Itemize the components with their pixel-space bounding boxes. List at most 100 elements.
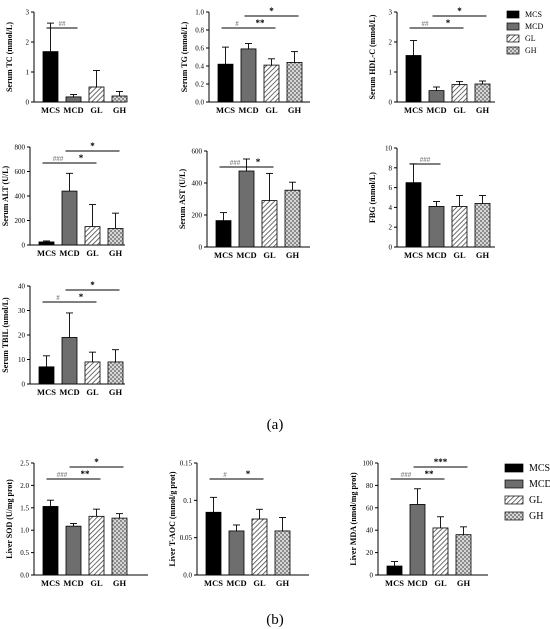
significance-label: * (79, 153, 84, 163)
bar-gl (432, 527, 449, 576)
y-tick-label: 0.8 (195, 27, 204, 35)
x-tick-label: GL (86, 387, 99, 397)
x-tick-label: MCS (404, 105, 423, 115)
bar-gh (111, 95, 128, 103)
x-tick-label: MCD (59, 387, 79, 397)
chart-3: 0 1 2 3 MCS MCD GL GH ## * * Serum HDL-C (mmol/L) (368, 6, 495, 115)
y-tick-label: 0.2 (195, 81, 204, 89)
y-tick-label: 800 (15, 144, 26, 152)
significance-label: ### (401, 471, 412, 479)
y-tick-label: 2 (389, 39, 393, 47)
y-tick-label: 4 (389, 204, 393, 212)
bar-mcd (228, 530, 245, 576)
y-tick-label: 20 (366, 549, 374, 557)
y-tick-label: 3 (389, 9, 393, 17)
bar-gl (261, 200, 278, 248)
bar-mcd (61, 337, 78, 385)
bar-gh (274, 530, 291, 576)
bar-gl (263, 64, 280, 103)
bar-gh (474, 83, 491, 103)
y-tick-label: 0 (370, 572, 374, 580)
y-axis-label: Serum TBIL (umol/L) (1, 297, 10, 373)
chart-5: 0 200 400 600 MCS MCD GL GH ### * Serum AST (U/L) (178, 148, 310, 260)
y-tick-label: 0 (389, 99, 393, 107)
y-axis-label: Serum TG (mmol/L) (180, 21, 189, 92)
y-axis-label: Serum ALT (U/L) (1, 165, 10, 226)
bar-mcd (240, 48, 257, 103)
x-tick-label: MCS (37, 387, 56, 397)
bar-mcd (65, 96, 82, 103)
significance-label: ** (425, 469, 435, 479)
chart-6: 0 2 4 6 8 10 MCS MCD GL GH ### FBG (mmol/L) (368, 145, 495, 260)
y-axis-label: Liver SOD (U/mg prot) (5, 479, 14, 559)
y-tick-label: 2.5 (20, 460, 29, 468)
legend-label-mcd: MCD (529, 479, 550, 490)
y-tick-label: 2 (26, 39, 30, 47)
significance-label: ## (422, 20, 430, 28)
chart-1: 0 1 2 3 MCS MCD GL GH ## Serum TC (mmol/L) (5, 9, 128, 115)
significance-label: ### (53, 155, 64, 163)
y-tick-label: 8 (389, 164, 393, 172)
significance-label: # (235, 20, 239, 28)
legend-label-mcs: MCS (529, 463, 550, 474)
chart-8: 0.0 0.5 1.0 1.5 2.0 2.5 MCS MCD GL GH ### *** Liver … (5, 457, 148, 588)
legend-a: MCS MCD GL GH (506, 10, 543, 55)
bar-mcs (215, 220, 232, 248)
y-axis-label: Serum HDL-C (mmol/L) (368, 14, 377, 99)
x-tick-label: GH (457, 578, 471, 588)
significance-label: *** (434, 457, 448, 467)
bar-gh (284, 189, 301, 248)
y-tick-label: 6 (389, 184, 393, 192)
y-tick-label: 0 (22, 381, 26, 389)
bar-mcd (409, 504, 426, 576)
significance-label: ** (256, 18, 266, 28)
x-tick-label: MCD (407, 578, 427, 588)
legend-label-mcs: MCS (525, 10, 542, 19)
significance-label: * (79, 292, 84, 302)
x-tick-label: MCD (226, 578, 246, 588)
significance-label: * (446, 18, 451, 28)
y-tick-label: 0.1 (183, 497, 192, 505)
bar-gh (474, 203, 491, 248)
bar-mcs (38, 366, 55, 385)
y-tick-label: 3 (26, 9, 30, 17)
significance-label: * (246, 469, 251, 479)
y-tick-label: 1.5 (20, 504, 29, 512)
x-tick-label: MCD (426, 250, 446, 260)
y-tick-label: 400 (192, 180, 203, 188)
y-tick-label: 0.0 (195, 99, 204, 107)
x-tick-label: GH (476, 105, 490, 115)
x-tick-label: GH (113, 105, 127, 115)
legend-label-gl: GL (529, 495, 542, 506)
bar-mcs (386, 565, 403, 576)
bar-gh (107, 228, 124, 246)
x-tick-label: GL (453, 105, 466, 115)
y-tick-label: 20 (18, 332, 26, 340)
x-tick-label: GL (453, 250, 466, 260)
bar-mcd (61, 190, 78, 246)
x-tick-label: MCS (404, 250, 423, 260)
chart-9: 0.0 0.05 0.1 0.15 MCS MCD GL GH # * Liver T-AOC (m… (168, 460, 309, 588)
significance-label: * (256, 157, 261, 167)
bar-mcs (42, 506, 59, 576)
panel-label-a: (a) (267, 417, 284, 433)
legend-swatch-gl (506, 34, 520, 43)
significance-label: # (223, 471, 227, 479)
y-tick-label: 0 (199, 244, 203, 252)
y-tick-label: 400 (15, 193, 26, 201)
x-tick-label: MCS (37, 248, 56, 258)
legend-swatch-mcs (504, 463, 524, 473)
y-axis-label: Liver T-AOC (mmol/g prot) (168, 471, 177, 566)
bar-gl (251, 518, 268, 576)
significance-label: * (94, 457, 99, 467)
x-tick-label: GH (288, 105, 302, 115)
bar-mcs (42, 51, 59, 103)
bar-gl (84, 226, 101, 246)
significance-label: * (269, 6, 274, 16)
y-tick-label: 10 (385, 145, 393, 153)
significance-label: # (56, 294, 60, 302)
x-tick-label: GH (109, 387, 123, 397)
y-axis-label: FBG (mmol/L) (368, 172, 377, 223)
